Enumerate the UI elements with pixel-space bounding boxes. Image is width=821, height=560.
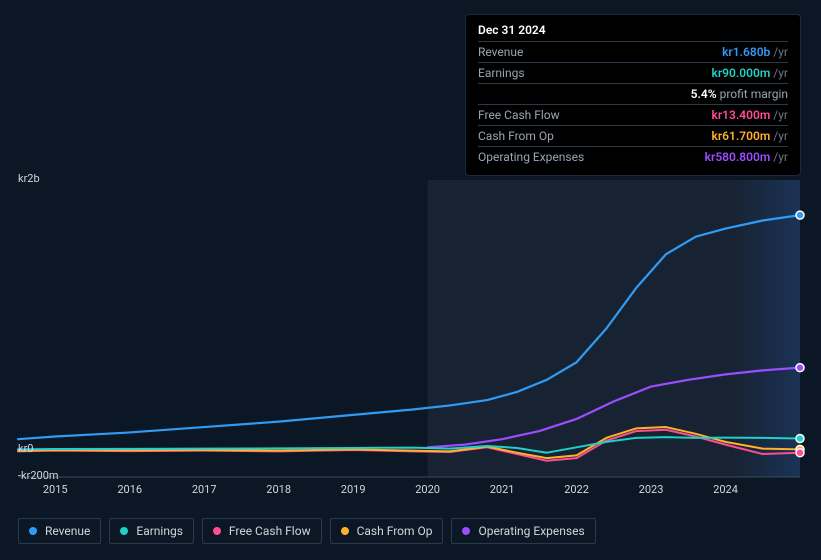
end-marker (796, 449, 804, 457)
tooltip-row: Earnings kr90.000m/yr (478, 62, 788, 83)
legend-dot (120, 527, 128, 535)
tooltip-row-label: Cash From Op (478, 129, 554, 143)
legend-item-fcf[interactable]: Free Cash Flow (202, 518, 322, 544)
tooltip-row-label: Free Cash Flow (478, 108, 560, 122)
legend-label: Revenue (45, 524, 90, 538)
tooltip-row-value: kr580.800m/yr (705, 150, 788, 164)
x-tick-label: 2017 (192, 483, 217, 496)
tooltip-row: Revenue kr1.680b/yr (478, 41, 788, 62)
x-tick-label: 2016 (117, 483, 142, 496)
legend-label: Free Cash Flow (229, 524, 311, 538)
tooltip-row: Operating Expenses kr580.800m/yr (478, 146, 788, 167)
legend-label: Cash From Op (357, 524, 433, 538)
x-tick-label: 2015 (43, 483, 68, 496)
data-tooltip: Dec 31 2024 Revenue kr1.680b/yr Earnings kr… (465, 14, 801, 176)
legend-item-earnings[interactable]: Earnings (109, 518, 194, 544)
tooltip-row: Cash From Op kr61.700m/yr (478, 125, 788, 146)
x-tick-label: 2021 (490, 483, 515, 496)
x-tick-label: 2020 (415, 483, 440, 496)
tooltip-row-value: kr61.700m/yr (712, 129, 788, 143)
x-tick-label: 2018 (266, 483, 291, 496)
legend-item-cfo[interactable]: Cash From Op (330, 518, 444, 544)
chart-container: kr2b kr0 -kr200m 2015 2016 2017 2018 2019 2020 2… (0, 0, 821, 560)
x-tick-label: 2024 (713, 483, 738, 496)
legend-label: Operating Expenses (478, 524, 584, 538)
end-marker (796, 435, 804, 443)
y-tick-label: kr0 (18, 442, 34, 455)
end-marker (796, 364, 804, 372)
end-marker (796, 211, 804, 219)
x-tick-label: 2023 (639, 483, 664, 496)
tooltip-row: Free Cash Flow kr13.400m/yr (478, 104, 788, 125)
legend-item-opex[interactable]: Operating Expenses (451, 518, 595, 544)
tooltip-row-value: kr1.680b/yr (722, 45, 788, 59)
y-tick-label: kr2b (18, 172, 40, 185)
legend-dot (29, 527, 37, 535)
legend-dot (341, 527, 349, 535)
tooltip-date: Dec 31 2024 (478, 23, 788, 37)
x-tick-label: 2022 (564, 483, 589, 496)
tooltip-row-label: Operating Expenses (478, 150, 584, 164)
y-tick-label: -kr200m (18, 469, 59, 482)
legend-dot (462, 527, 470, 535)
tooltip-row-value: kr13.400m/yr (712, 108, 788, 122)
legend: Revenue Earnings Free Cash Flow Cash From O… (18, 518, 596, 544)
tooltip-row-value: kr90.000m/yr (712, 66, 788, 80)
x-tick-label: 2019 (341, 483, 366, 496)
tooltip-subrow: 5.4% profit margin (478, 83, 788, 104)
legend-label: Earnings (136, 524, 183, 538)
legend-dot (213, 527, 221, 535)
tooltip-row-label: Earnings (478, 66, 525, 80)
legend-item-revenue[interactable]: Revenue (18, 518, 101, 544)
tooltip-row-label: Revenue (478, 45, 523, 59)
